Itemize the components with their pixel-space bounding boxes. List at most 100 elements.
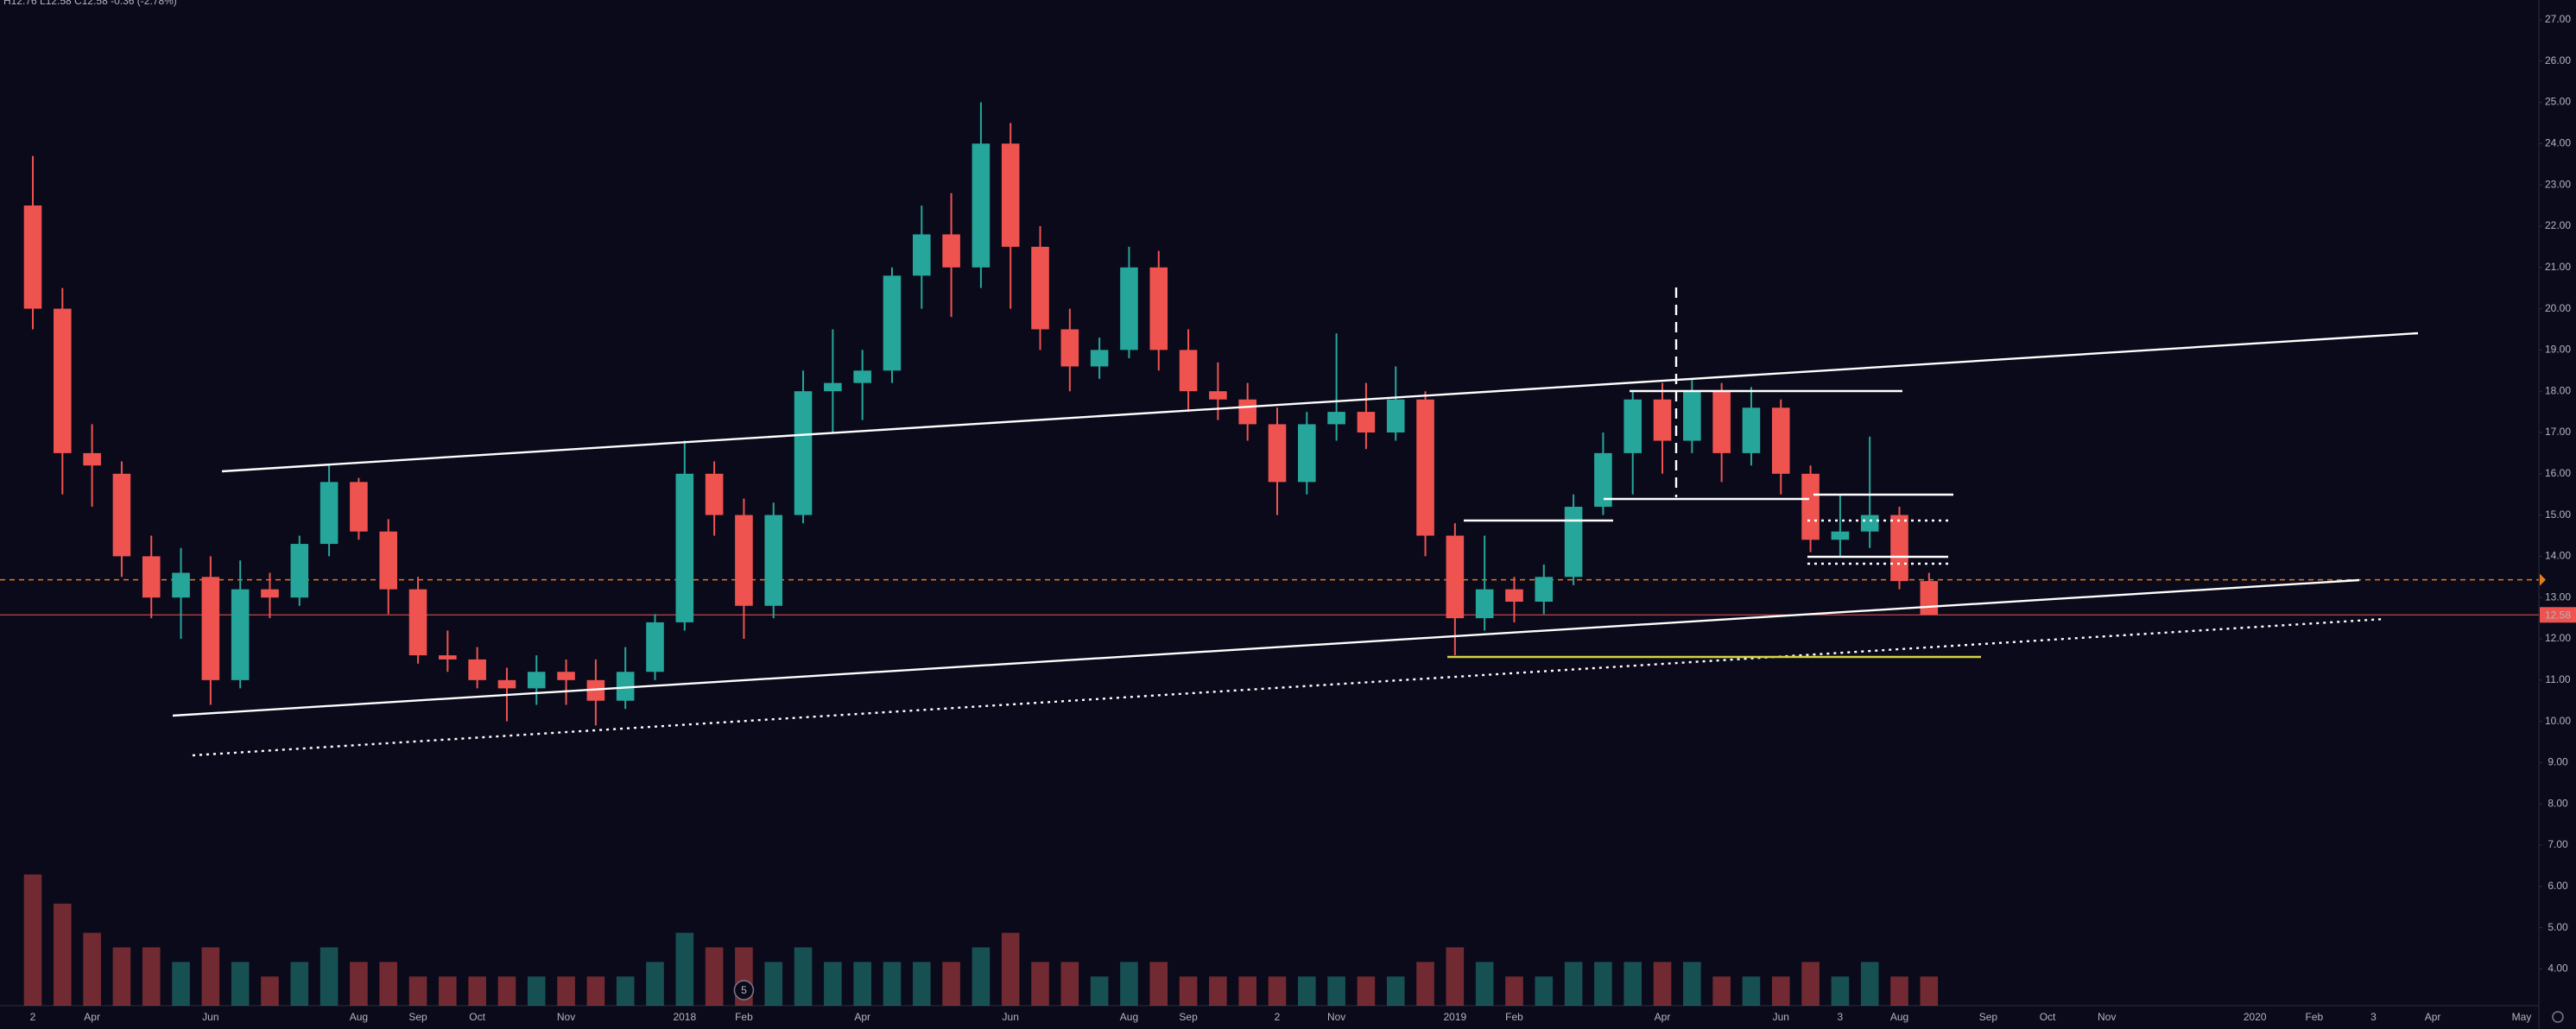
y-tick-label: 12.00 [2545,632,2571,644]
candle-body [1594,452,1612,508]
x-tick-label: Jun [1773,1011,1789,1023]
volume-bar [1623,962,1642,1006]
last-price-tag [2540,607,2576,623]
candle-body [705,473,724,515]
y-tick-label: 7.00 [2548,838,2568,850]
candle-body [1416,399,1434,536]
volume-bar [1446,947,1465,1006]
volume-bar [1357,976,1376,1006]
volume-bar [527,976,546,1006]
candle-body [912,234,931,276]
candle-body [1860,514,1879,532]
candle-body [201,577,220,680]
candle-body [439,655,457,660]
volume-bar [350,962,368,1006]
x-tick-label: 2018 [673,1011,696,1023]
candle-body [1001,143,1020,247]
volume-bar [439,976,457,1006]
volume-bar [290,962,309,1006]
volume-bar [1505,976,1523,1006]
candle-body [1268,424,1287,483]
candle-body [794,391,813,515]
candle-body [83,452,101,466]
volume-bar [883,962,902,1006]
candle-body [764,514,783,606]
volume-bar [1653,962,1672,1006]
candle-body [1446,535,1465,619]
candle-body [1149,267,1168,350]
settings-gear[interactable] [2552,1011,2564,1023]
volume-layer [23,874,1939,1006]
volume-bar [1209,976,1227,1006]
candle-body [231,589,250,680]
y-tick-label: 21.00 [2545,261,2571,273]
candle-body [735,514,753,606]
x-tick-label: Feb [735,1011,753,1023]
volume-bar [231,962,250,1006]
candle-body [1179,350,1198,392]
volume-bar [1594,962,1612,1006]
trendline [172,578,2360,717]
volume-bar [379,962,398,1006]
volume-bar [1179,976,1198,1006]
volume-bar [83,932,101,1006]
y-tick-label: 9.00 [2548,756,2568,768]
y-tick-label: 23.00 [2545,178,2571,190]
candle-body [1742,407,1761,453]
volume-bar [142,947,161,1006]
volume-bar [1386,976,1405,1006]
volume-bar [1801,962,1820,1006]
volume-bar [408,976,427,1006]
volume-bar [824,962,842,1006]
candle-body [142,556,161,598]
x-tick-label: May [2512,1011,2532,1023]
y-tick-label: 15.00 [2545,508,2571,521]
candle-body [1771,407,1790,474]
candle-body [527,672,546,689]
volume-bar [1683,962,1701,1006]
x-tick-label: Nov [1327,1011,1345,1023]
candle-body [942,234,960,268]
volume-bar [1831,976,1850,1006]
candle-body [616,672,635,701]
settings-icon[interactable] [2552,1011,2564,1023]
y-tick-label: 22.00 [2545,219,2571,231]
volume-bar [1327,976,1345,1006]
volume-bar [942,962,960,1006]
candle-body [1712,391,1731,453]
candle-body [320,482,339,545]
volume-bar [261,976,279,1006]
y-tick-label: 26.00 [2545,54,2571,66]
candle-body [1060,329,1079,367]
volume-bar [972,947,991,1006]
volume-bar [586,976,605,1006]
volume-bar [172,962,190,1006]
volume-bar [557,976,575,1006]
x-tick-label: Nov [2098,1011,2116,1023]
y-tick-label: 13.00 [2545,590,2571,603]
x-tick-label: Aug [1890,1011,1908,1023]
candle-body [1209,391,1227,400]
alert-marker [2540,573,2546,586]
y-tick-label: 5.00 [2548,921,2568,933]
y-tick-label: 24.00 [2545,137,2571,149]
y-tick-label: 8.00 [2548,797,2568,809]
candle-body [1357,412,1376,432]
x-tick-label: Jun [202,1011,218,1023]
y-tick-label: 18.00 [2545,384,2571,396]
volume-bar [764,962,783,1006]
volume-bar [1298,976,1316,1006]
y-tick-label: 14.00 [2545,550,2571,562]
volume-bar [1920,976,1939,1006]
x-tick-label: Nov [557,1011,575,1023]
x-tick-label: Oct [2040,1011,2056,1023]
candle-body [350,482,368,532]
x-tick-label: 2 [30,1011,36,1023]
candle-body [1653,399,1672,441]
volume-bar [1890,976,1908,1006]
volume-bar [320,947,339,1006]
candle-body [646,622,664,672]
candles [23,102,1939,726]
candle-body [1683,391,1701,441]
